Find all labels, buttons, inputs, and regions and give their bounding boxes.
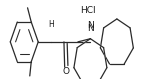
Text: N: N [87, 24, 94, 33]
Text: H: H [48, 20, 54, 29]
Text: N: N [87, 21, 94, 30]
Text: O: O [62, 67, 69, 76]
Text: HCl: HCl [80, 6, 96, 15]
